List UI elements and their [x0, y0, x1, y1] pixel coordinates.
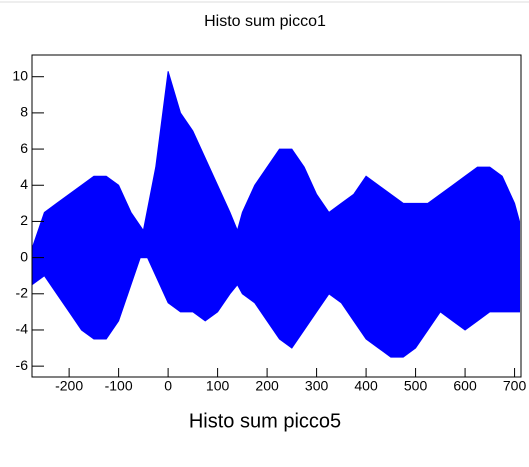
x-tick-label: 300	[305, 378, 329, 394]
x-tick-label: 500	[404, 378, 428, 394]
y-tick-label: 8	[20, 104, 28, 120]
y-tick-label: 6	[20, 140, 28, 156]
x-tick-label: 200	[255, 378, 279, 394]
x-tick-label: 400	[354, 378, 378, 394]
y-tick-label: -6	[16, 357, 29, 373]
x-tick-label: -100	[105, 378, 133, 394]
y-tick-label: 0	[20, 248, 28, 264]
x-tick-label: 0	[164, 378, 172, 394]
chart-title: Histo sum picco1	[204, 13, 326, 30]
y-tick-label: -2	[16, 284, 29, 300]
y-tick-label: 10	[12, 67, 28, 83]
x-tick-label: 100	[206, 378, 230, 394]
y-tick-label: 4	[20, 176, 28, 192]
x-tick-label: 600	[453, 378, 477, 394]
y-tick-label: -4	[16, 321, 29, 337]
x-tick-label: 700	[503, 378, 527, 394]
signal-area	[31, 247, 521, 358]
y-tick-label: 2	[20, 212, 28, 228]
plot-frame	[31, 54, 522, 378]
x-tick-label: -200	[55, 378, 83, 394]
x-axis-title: Histo sum picco5	[189, 410, 341, 432]
signal-area	[31, 71, 521, 259]
